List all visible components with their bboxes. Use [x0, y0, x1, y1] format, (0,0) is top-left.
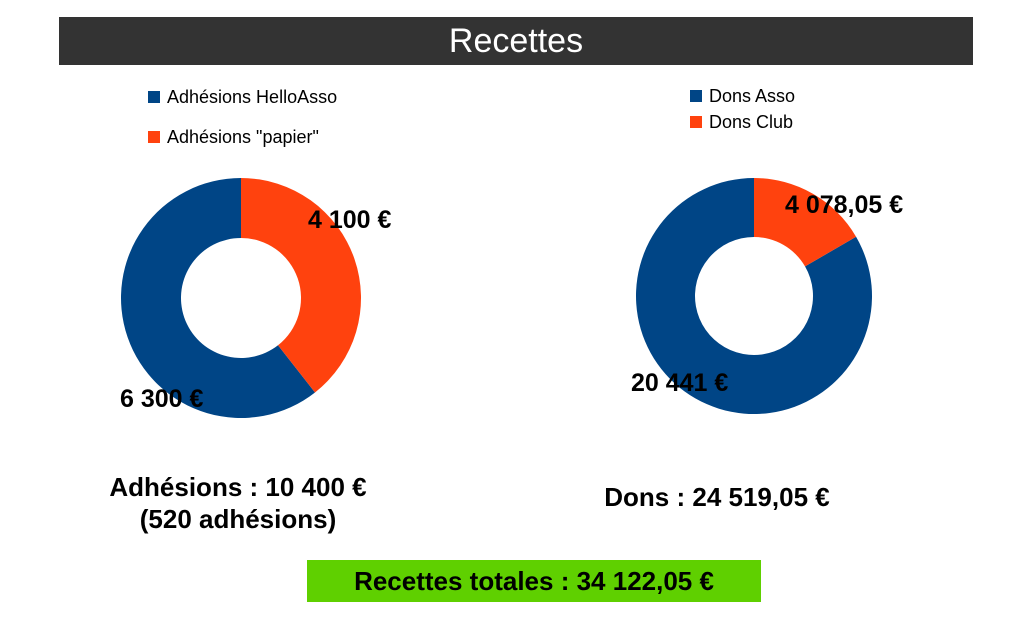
summary-adhesions-amount: Adhésions : 10 400 €: [109, 472, 367, 502]
legend-swatch-dons-club: [690, 116, 702, 128]
donut-slice-dons-asso: [636, 178, 872, 414]
legend-label-helloasso: Adhésions HelloAsso: [167, 86, 338, 107]
summary-dons-amount: Dons : 24 519,05 €: [604, 482, 830, 512]
donut-slice-dons-club: [754, 178, 857, 267]
legend-adhesions: Adhésions HelloAsso Adhésions "papier": [148, 86, 337, 148]
donut-chart-adhesions: 6 300 € 4 100 €: [120, 178, 392, 418]
legend-item-helloasso: Adhésions HelloAsso: [148, 86, 337, 108]
page-title-bar: Recettes: [59, 17, 973, 65]
data-label-dons-club: 4 078,05 €: [785, 191, 903, 219]
legend-item-dons-asso: Dons Asso: [690, 85, 795, 107]
legend-swatch-dons-asso: [690, 90, 702, 102]
legend-swatch-helloasso: [148, 91, 160, 103]
summary-dons: Dons : 24 519,05 €: [567, 481, 867, 513]
data-label-dons-asso: 20 441 €: [631, 369, 728, 397]
data-label-helloasso: 6 300 €: [120, 385, 204, 413]
total-box: Recettes totales : 34 122,05 €: [307, 560, 761, 602]
donut-chart-dons: 20 441 € 4 078,05 €: [631, 178, 903, 414]
summary-adhesions-count: (520 adhésions): [139, 504, 337, 534]
legend-item-papier: Adhésions "papier": [148, 126, 337, 148]
summary-adhesions: Adhésions : 10 400 € (520 adhésions): [78, 471, 398, 535]
donut-slice-papier: [241, 178, 362, 393]
donut-slice-helloasso: [121, 178, 316, 418]
legend-swatch-papier: [148, 131, 160, 143]
data-label-papier: 4 100 €: [308, 206, 392, 234]
legend-label-dons-club: Dons Club: [709, 111, 794, 132]
legend-label-papier: Adhésions "papier": [167, 126, 319, 147]
page-title: Recettes: [448, 21, 584, 60]
legend-label-dons-asso: Dons Asso: [709, 85, 796, 106]
total-label: Recettes totales : 34 122,05 €: [354, 565, 714, 596]
legend-dons: Dons Asso Dons Club: [690, 85, 795, 133]
legend-item-dons-club: Dons Club: [690, 111, 795, 133]
